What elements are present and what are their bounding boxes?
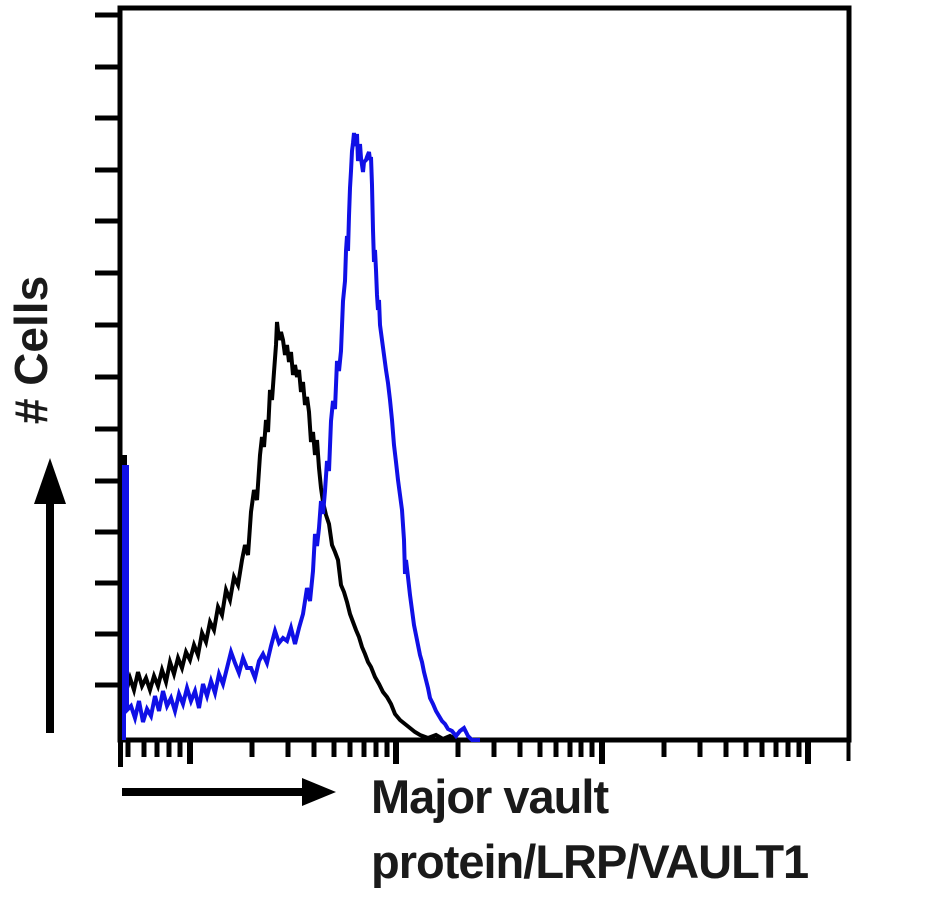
- y-axis-ticks: [95, 12, 121, 688]
- up-arrowhead-icon: [34, 458, 66, 504]
- x-axis-label-line1: Major vault: [371, 770, 609, 823]
- histogram-blue-trace: [122, 132, 480, 742]
- right-arrowhead-icon: [302, 778, 336, 806]
- histogram-traces: [120, 132, 484, 742]
- x-axis-arrow: [122, 778, 336, 806]
- y-axis-label: # Cells: [5, 276, 57, 424]
- plot-border: [117, 5, 852, 743]
- y-axis-arrow: [34, 458, 66, 733]
- histogram-black-trace: [120, 321, 484, 742]
- x-axis-ticks: [125, 742, 811, 764]
- x-axis-label-line2: protein/LRP/VAULT1: [371, 835, 808, 888]
